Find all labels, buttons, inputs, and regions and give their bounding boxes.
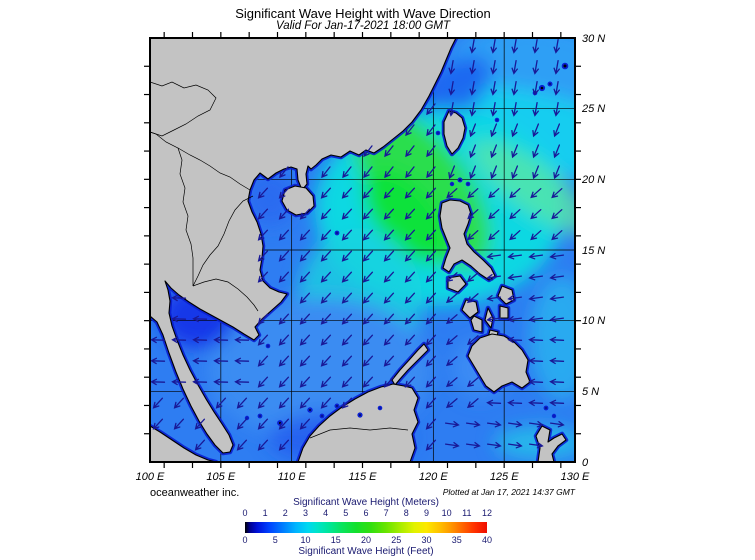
y-axis-label-0: 0 (582, 456, 589, 469)
x-axis-label-125e: 125 E (489, 471, 519, 483)
wave-height-colorbar (245, 522, 487, 533)
x-axis-label-115e: 115 E (348, 471, 377, 483)
y-axis-label-30n: 30 N (582, 32, 606, 45)
legend-meter-tick: 0 (242, 508, 248, 518)
y-axis-label-15n: 15 N (582, 244, 606, 257)
legend-feet-tick: 10 (300, 535, 311, 545)
legend-feet-tick: 0 (242, 535, 248, 545)
legend-feet-tick: 40 (481, 535, 493, 545)
luzon-island (439, 199, 496, 281)
cebu-island (484, 307, 494, 329)
leyte-island (499, 305, 509, 319)
legend-meter-tick: 6 (363, 508, 369, 518)
y-axis-label-5n: 5 N (582, 385, 600, 398)
legend-meter-tick: 1 (262, 508, 268, 518)
legend-title-meters: Significant Wave Height (Meters) (293, 497, 439, 508)
x-axis-label-105e: 105 E (206, 471, 236, 483)
legend-feet-tick: 5 (272, 535, 278, 545)
legend-meter-tick: 3 (302, 508, 309, 518)
valid-time-subtitle: Valid For Jan-17-2021 18:00 GMT (275, 20, 451, 32)
legend-feet-tick: 30 (421, 535, 432, 545)
small-islands (244, 62, 569, 426)
wave-height-map (142, 30, 583, 470)
borneo-island (297, 383, 419, 462)
legend-feet-tick: 15 (330, 535, 341, 545)
page-title: Significant Wave Height with Wave Direct… (235, 6, 491, 21)
asia-mainland (150, 38, 457, 454)
legend-meter-tick: 7 (383, 508, 389, 518)
x-axis-label-120e: 120 E (418, 471, 448, 483)
mindanao-island (467, 333, 531, 393)
legend-meter-tick: 9 (423, 508, 430, 518)
legend-meter-tick: 8 (403, 508, 409, 518)
legend-feet-tick: 35 (451, 535, 462, 545)
country-borders (150, 81, 409, 439)
legend-meter-tick: 2 (282, 508, 288, 518)
negros-island (470, 315, 483, 333)
y-axis-label-10n: 10 N (582, 315, 606, 327)
sumatra-island (150, 425, 217, 462)
y-axis-label-25n: 25 N (582, 103, 606, 115)
sulawesi-island (535, 425, 567, 462)
x-axis-label-100e: 100 E (135, 471, 165, 483)
taiwan-island (443, 110, 466, 155)
x-axis-label-130e: 130 E (560, 471, 590, 483)
legend-feet-tick: 25 (391, 535, 402, 545)
legend-feet-tick: 20 (360, 535, 372, 545)
wave-direction-arrows (150, 38, 565, 451)
credit-text: oceanweather inc. (150, 487, 240, 499)
legend-title-feet: Significant Wave Height (Feet) (298, 546, 434, 557)
y-axis-label-20n: 20 N (582, 174, 606, 186)
legend-meter-tick: 10 (441, 508, 452, 518)
land-masses (150, 38, 567, 462)
plotted-timestamp: Plotted at Jan 17, 2021 14:37 GMT (442, 487, 575, 497)
map-frame (149, 37, 576, 463)
x-axis-label-110e: 110 E (277, 471, 306, 483)
legend-meter-tick: 11 (462, 508, 472, 518)
panay-island (461, 299, 479, 319)
wave-map-svg (144, 32, 581, 468)
legend-meter-tick: 5 (343, 508, 349, 518)
axis-ticks (144, 32, 581, 468)
hainan-island (281, 185, 315, 216)
legend-meter-tick: 4 (323, 508, 329, 518)
legend-meter-tick: 12 (481, 508, 493, 518)
